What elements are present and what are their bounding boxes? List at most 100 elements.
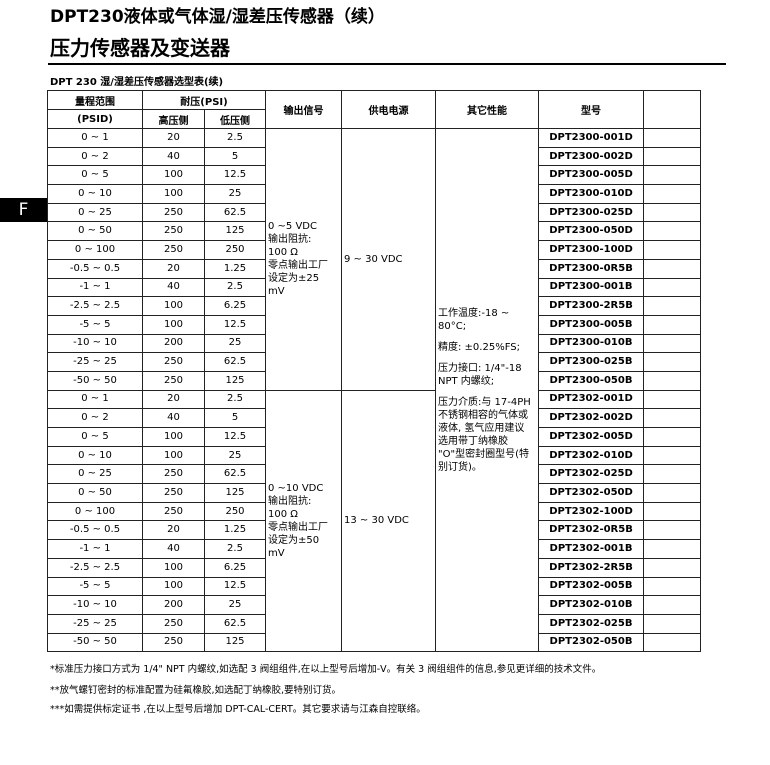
low-pressure-cell: 12.5 xyxy=(204,314,266,335)
footnote: ***如需提供标定证书 ,在以上型号后增加 DPT-CAL-CERT。其它要求请… xyxy=(50,704,426,715)
header-text: 量程范围 xyxy=(75,96,115,108)
low-pressure-cell: 2.5 xyxy=(204,277,266,298)
model-cell: DPT2300-0R5B xyxy=(538,258,644,279)
range-cell: 0 ~ 2 xyxy=(47,146,143,167)
blank-cell xyxy=(643,520,701,541)
output-line: 输出阻抗: xyxy=(268,234,312,246)
table-caption: DPT 230 湿/湿差压传感器选型表(续) xyxy=(50,77,224,88)
low-pressure-cell: 1.25 xyxy=(204,258,266,279)
output-line: 零点输出工厂 xyxy=(268,521,328,533)
low-pressure-cell: 125 xyxy=(204,221,266,242)
blank-cell xyxy=(643,595,701,615)
high-pressure-cell: 100 xyxy=(142,427,205,447)
high-pressure-cell: 250 xyxy=(142,202,205,223)
low-pressure-cell: 25 xyxy=(204,333,266,354)
output-line: 0 ~10 VDC xyxy=(268,482,324,494)
table-row: -25 ~ 25 250 62.5 DPT2300-025B xyxy=(47,352,701,372)
blank-cell xyxy=(643,314,701,335)
high-pressure-cell: 20 xyxy=(142,128,205,148)
blank-cell xyxy=(643,427,701,447)
table-row: 0 ~ 5 100 12.5 DPT2302-005D xyxy=(47,427,701,447)
low-pressure-cell: 62.5 xyxy=(204,613,266,634)
table-row: 0 ~ 50 250 125 DPT2302-050D xyxy=(47,483,701,503)
model-cell: DPT2302-2R5B xyxy=(538,557,644,578)
table-row: 0 ~ 25 250 62.5 DPT2300-025D xyxy=(47,202,701,223)
output-line: 0 ~5 VDC xyxy=(268,221,317,233)
high-pressure-cell: 250 xyxy=(142,483,205,503)
blank-cell xyxy=(643,202,701,223)
high-pressure-cell: 100 xyxy=(142,557,205,578)
model-cell: DPT2302-100D xyxy=(538,501,644,522)
range-cell: 0 ~ 2 xyxy=(47,408,143,428)
low-pressure-cell: 125 xyxy=(204,632,266,653)
subtitle: DPT230液体或气体湿/湿差压传感器（续） xyxy=(50,7,385,27)
blank-cell xyxy=(643,408,701,428)
table-row: 0 ~ 1 20 2.5 0 ~5 VDC 输出阻抗: 100 Ω 零点输出工厂 设定为±25… xyxy=(47,127,701,653)
output-cell: 0 ~5 VDC 输出阻抗: 100 Ω 零点输出工厂 设定为±25 mV xyxy=(265,128,342,391)
blank-cell xyxy=(643,184,701,204)
range-cell: -2.5 ~ 2.5 xyxy=(47,557,143,578)
header-cell: (PSID) xyxy=(47,109,143,129)
high-pressure-cell: 250 xyxy=(142,464,205,485)
other-line: 液体, 氢气应用建议 xyxy=(438,422,525,434)
blank-cell xyxy=(643,483,701,503)
output-line: mV xyxy=(268,547,285,559)
high-pressure-cell: 250 xyxy=(142,632,205,653)
model-cell: DPT2302-005D xyxy=(538,427,644,447)
section-tab: F xyxy=(0,198,47,222)
range-cell: 0 ~ 10 xyxy=(47,184,143,204)
output-line: 设定为±50 xyxy=(268,534,320,546)
supply-cell: 13 ~ 30 VDC xyxy=(341,389,436,653)
model-cell: DPT2300-050B xyxy=(538,370,644,391)
table-row: 0 ~ 25 250 62.5 DPT2302-025D xyxy=(47,464,701,485)
model-cell: DPT2302-010D xyxy=(538,445,644,466)
other-line: 选用带丁纳橡胶 xyxy=(438,435,508,447)
low-pressure-cell: 2.5 xyxy=(204,128,266,148)
table-row: -2.5 ~ 2.5 100 6.25 DPT2300-2R5B xyxy=(47,296,701,316)
high-pressure-cell: 100 xyxy=(142,445,205,466)
low-pressure-cell: 125 xyxy=(204,370,266,391)
blank-cell xyxy=(643,128,701,148)
model-cell: DPT2300-010D xyxy=(538,184,644,204)
blank-cell xyxy=(643,296,701,316)
range-cell: -1 ~ 1 xyxy=(47,539,143,559)
range-cell: 0 ~ 100 xyxy=(47,240,143,260)
low-pressure-cell: 2.5 xyxy=(204,539,266,559)
low-pressure-cell: 5 xyxy=(204,408,266,428)
high-pressure-cell: 250 xyxy=(142,221,205,242)
high-pressure-cell: 20 xyxy=(142,258,205,279)
spec-table: 量程范围 耐压(PSI) 输出信号 供电电源 其它性能 型号 (PSID) 高压… xyxy=(47,90,701,653)
blank-cell xyxy=(643,576,701,597)
blank-cell xyxy=(643,352,701,372)
other-line: 压力介质:与 17-4PH xyxy=(438,396,531,408)
range-cell: 0 ~ 5 xyxy=(47,427,143,447)
blank-cell xyxy=(643,240,701,260)
low-pressure-cell: 25 xyxy=(204,184,266,204)
rule xyxy=(48,63,726,65)
low-pressure-cell: 1.25 xyxy=(204,520,266,541)
high-pressure-cell: 250 xyxy=(142,240,205,260)
blank-cell xyxy=(643,464,701,485)
high-pressure-cell: 200 xyxy=(142,333,205,354)
output-line: 100 Ω xyxy=(268,247,298,259)
other-line: 别订货)。 xyxy=(438,461,482,473)
model-cell: DPT2300-001B xyxy=(538,277,644,298)
high-pressure-cell: 20 xyxy=(142,389,205,410)
range-cell: 0 ~ 25 xyxy=(47,202,143,223)
blank-cell xyxy=(643,539,701,559)
model-cell: DPT2300-001D xyxy=(538,128,644,148)
header-cell: 低压侧 xyxy=(204,109,266,129)
model-cell: DPT2302-0R5B xyxy=(538,520,644,541)
range-cell: 0 ~ 1 xyxy=(47,389,143,410)
low-pressure-cell: 12.5 xyxy=(204,576,266,597)
high-pressure-cell: 250 xyxy=(142,501,205,522)
range-cell: 0 ~ 50 xyxy=(47,483,143,503)
other-line: 不锈钢相容的气体或 xyxy=(438,409,528,421)
model-cell: DPT2302-010B xyxy=(538,595,644,615)
blank-cell xyxy=(643,501,701,522)
header-cell: 高压侧 xyxy=(142,109,205,129)
blank-cell xyxy=(643,370,701,391)
header-cell: 耐压(PSI) xyxy=(142,90,266,110)
output-line: 零点输出工厂 xyxy=(268,260,328,272)
